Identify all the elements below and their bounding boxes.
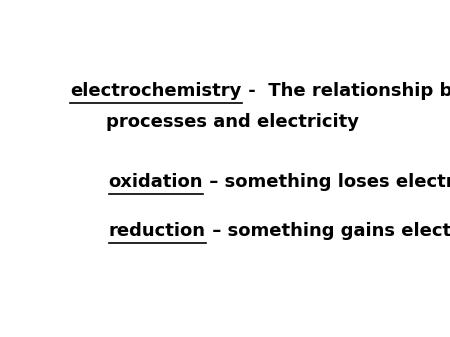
Text: – something loses electrons: – something loses electrons (203, 173, 450, 191)
Text: -  The relationship between chemical: - The relationship between chemical (242, 82, 450, 100)
Text: electrochemistry: electrochemistry (70, 82, 242, 100)
Text: processes and electricity: processes and electricity (106, 113, 359, 131)
Text: oxidation: oxidation (108, 173, 203, 191)
Text: reduction: reduction (108, 222, 206, 240)
Text: – something gains electrons: – something gains electrons (206, 222, 450, 240)
